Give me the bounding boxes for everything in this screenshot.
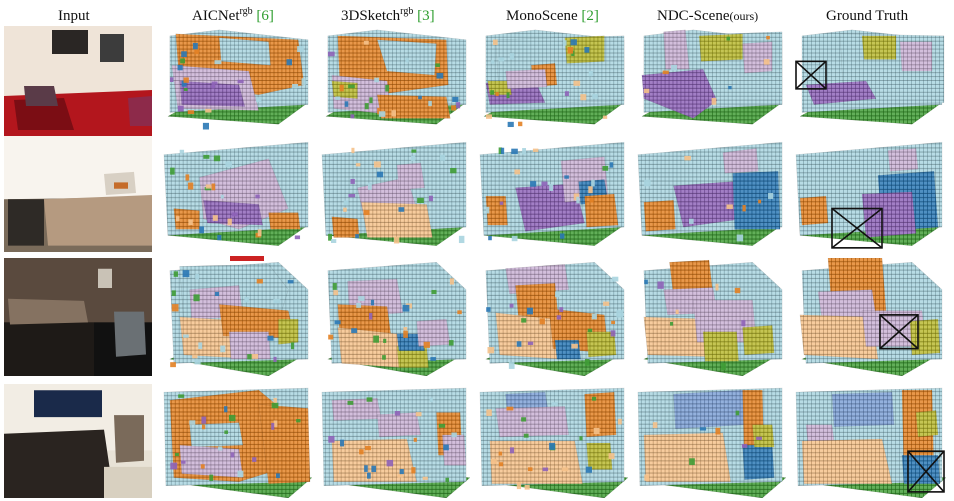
voxel-panel-sketch — [318, 258, 470, 376]
voxel-panel-mono — [476, 136, 628, 252]
voxel-artifact — [230, 256, 264, 261]
voxel-panel-ndc — [634, 26, 786, 136]
citation-3: [3] — [417, 8, 435, 24]
input-photo — [4, 384, 152, 498]
voxel-panel-sketch — [318, 384, 470, 498]
voxel-panel-mono — [476, 26, 628, 136]
camera-frustum — [795, 60, 827, 90]
camera-frustum — [831, 207, 883, 249]
voxel-panel-sketch — [318, 136, 470, 252]
voxel-panel-gt — [792, 384, 946, 498]
voxel-panel-gt — [792, 136, 946, 252]
header-monoscene: MonoScene [2] — [506, 8, 599, 24]
header-aicnet: AICNetrgb [6] — [192, 6, 274, 25]
input-photo — [4, 136, 152, 252]
input-photo — [4, 258, 152, 376]
header-3dsketch: 3DSketchrgb [3] — [341, 6, 435, 25]
camera-frustum — [879, 314, 919, 350]
citation-6: [6] — [256, 8, 274, 24]
voxel-panel-ndc — [634, 384, 786, 498]
voxel-panel-aicnet — [160, 136, 312, 252]
camera-frustum — [907, 450, 945, 493]
voxel-panel-aicnet — [160, 384, 312, 498]
input-photo — [4, 26, 152, 136]
voxel-panel-gt — [792, 258, 946, 376]
voxel-panel-ndc — [634, 136, 786, 252]
voxel-panel-mono — [476, 384, 628, 498]
header-ground-truth: Ground Truth — [826, 8, 909, 24]
voxel-panel-gt — [792, 26, 946, 136]
header-ndc-scene: NDC-Scene(ours) — [657, 8, 759, 24]
column-header-row: Input AICNetrgb [6] 3DSketchrgb [3] Mono… — [0, 6, 954, 30]
voxel-panel-mono — [476, 258, 628, 376]
header-input: Input — [58, 8, 90, 24]
voxel-panel-sketch — [318, 26, 470, 136]
voxel-panel-aicnet — [160, 26, 312, 136]
citation-2: [2] — [581, 8, 599, 24]
voxel-panel-ndc — [634, 258, 786, 376]
voxel-panel-aicnet — [160, 258, 312, 376]
